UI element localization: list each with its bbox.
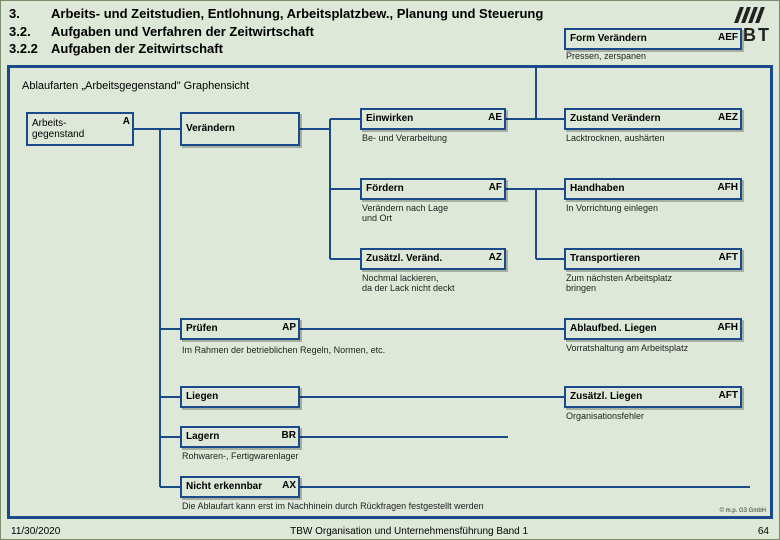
node-code: AX bbox=[282, 480, 296, 492]
node-zusv: Zusätzl. Veränd. AZ bbox=[360, 248, 506, 270]
subtext-handhab_sub: In Vorrichtung einlegen bbox=[566, 204, 658, 214]
node-transport: Transportieren AFT bbox=[564, 248, 742, 270]
node-zustand: Zustand Verändern AEZ bbox=[564, 108, 742, 130]
crumb-num-2: 3.2.2 bbox=[9, 40, 51, 58]
footer-center: TBW Organisation und Unternehmensführung… bbox=[290, 526, 528, 537]
node-code: AZ bbox=[489, 252, 502, 264]
crumb-num-1: 3.2. bbox=[9, 23, 51, 41]
node-code: BR bbox=[282, 430, 296, 442]
node-code: A bbox=[123, 116, 130, 128]
crumb-title-2: Aufgaben der Zeitwirtschaft bbox=[51, 40, 223, 58]
node-veraendern: Verändern bbox=[180, 112, 300, 146]
node-pruefen: Prüfen AP bbox=[180, 318, 300, 340]
footer-page: 64 bbox=[758, 526, 769, 537]
node-code: AFT bbox=[719, 252, 738, 264]
subtext-form_sub: Pressen, zerspanen bbox=[566, 52, 646, 62]
subtext-transport_sub: Zum nächsten Arbeitsplatz bringen bbox=[566, 274, 672, 294]
node-zusliegen: Zusätzl. Liegen AFT bbox=[564, 386, 742, 408]
crumb-num-0: 3. bbox=[9, 5, 51, 23]
node-code: AP bbox=[282, 322, 296, 334]
node-label: Fördern bbox=[366, 183, 404, 195]
node-code: AEZ bbox=[718, 112, 738, 124]
subtext-einwirk_sub: Be- und Verarbeitung bbox=[362, 134, 447, 144]
copyright: © m.p. G3 GmbH bbox=[720, 508, 766, 514]
subtext-ablaufbed_sub: Vorratshaltung am Arbeitsplatz bbox=[566, 344, 688, 354]
subtext-zusv_sub: Nochmal lackieren, da der Lack nicht dec… bbox=[362, 274, 455, 294]
node-label: Arbeits- gegenstand bbox=[32, 118, 84, 141]
node-code: AEF bbox=[718, 32, 738, 44]
crumb-title-0: Arbeits- und Zeitstudien, Entlohnung, Ar… bbox=[51, 5, 543, 23]
node-label: Form Verändern bbox=[570, 33, 647, 45]
node-ablaufbed: Ablaufbed. Liegen AFH bbox=[564, 318, 742, 340]
node-label: Prüfen bbox=[186, 323, 218, 335]
node-label: Zustand Verändern bbox=[570, 113, 661, 125]
node-lagern: Lagern BR bbox=[180, 426, 300, 448]
node-label: Zusätzl. Veränd. bbox=[366, 253, 442, 265]
node-code: AFT bbox=[719, 390, 738, 402]
subtext-pruefen_sub: Im Rahmen der betrieblichen Regeln, Norm… bbox=[182, 346, 385, 356]
subtext-lagern_sub: Rohwaren-, Fertigwarenlager bbox=[182, 452, 299, 462]
footer-date: 11/30/2020 bbox=[11, 526, 60, 537]
subtext-nicht_sub: Die Ablaufart kann erst im Nachhinein du… bbox=[182, 502, 484, 512]
node-root: Arbeits- gegenstand A bbox=[26, 112, 134, 146]
node-label: Liegen bbox=[186, 391, 218, 403]
node-label: Verändern bbox=[186, 123, 235, 135]
node-label: Transportieren bbox=[570, 253, 640, 265]
node-einwirken: Einwirken AE bbox=[360, 108, 506, 130]
section-title: Ablaufarten „Arbeitsgegenstand" Graphens… bbox=[22, 80, 249, 92]
subtext-zustand_sub: Lacktrocknen, aushärten bbox=[566, 134, 665, 144]
node-code: AFH bbox=[717, 182, 738, 194]
crumb-row: 3. Arbeits- und Zeitstudien, Entlohnung,… bbox=[9, 5, 728, 23]
node-label: Ablaufbed. Liegen bbox=[570, 323, 657, 335]
node-form: Form Verändern AEF bbox=[564, 28, 742, 50]
node-handhaben: Handhaben AFH bbox=[564, 178, 742, 200]
node-label: Lagern bbox=[186, 431, 219, 443]
node-label: Handhaben bbox=[570, 183, 624, 195]
node-label: Nicht erkennbar bbox=[186, 481, 262, 493]
node-label: Einwirken bbox=[366, 113, 413, 125]
subtext-zusliegen_sub: Organisationsfehler bbox=[566, 412, 644, 422]
node-code: AF bbox=[489, 182, 502, 194]
node-nicht: Nicht erkennbar AX bbox=[180, 476, 300, 498]
node-code: AFH bbox=[717, 322, 738, 334]
footer: 11/30/2020 TBW Organisation und Unterneh… bbox=[1, 526, 779, 537]
diagram-canvas: Ablaufarten „Arbeitsgegenstand" Graphens… bbox=[7, 65, 773, 519]
node-liegen: Liegen bbox=[180, 386, 300, 408]
node-label: Zusätzl. Liegen bbox=[570, 391, 642, 403]
subtext-foerdern_sub: Verändern nach Lage und Ort bbox=[362, 204, 448, 224]
logo-stripes-icon bbox=[737, 7, 762, 23]
node-foerdern: Fördern AF bbox=[360, 178, 506, 200]
node-code: AE bbox=[488, 112, 502, 124]
crumb-title-1: Aufgaben und Verfahren der Zeitwirtschaf… bbox=[51, 23, 314, 41]
